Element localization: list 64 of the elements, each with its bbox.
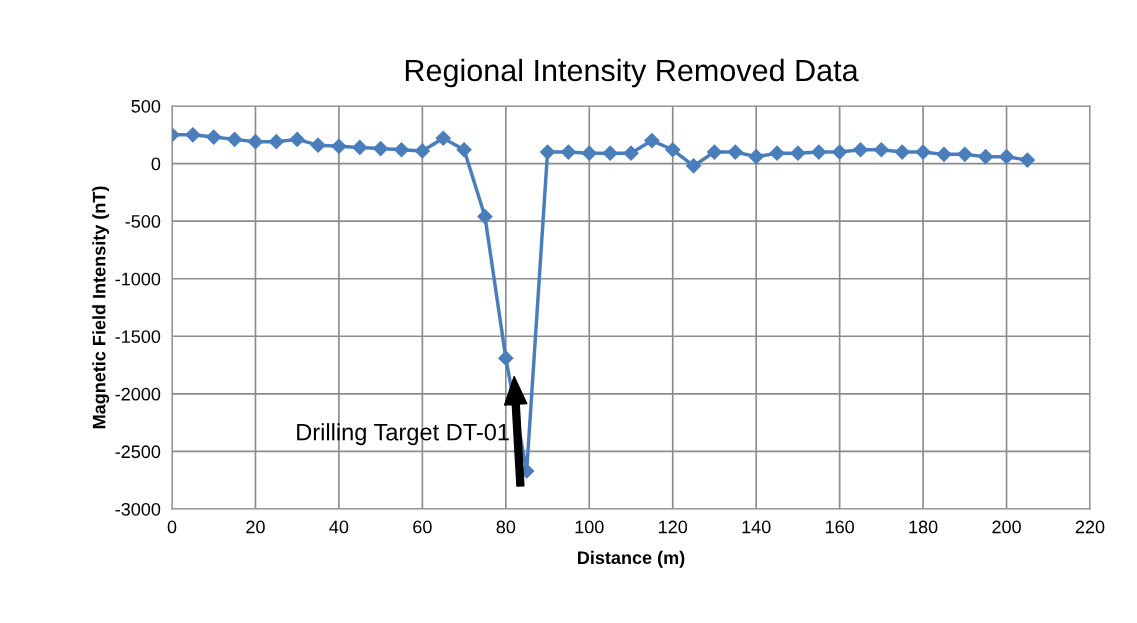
y-tick-label: -500	[125, 215, 161, 228]
point	[289, 131, 305, 147]
point	[727, 144, 743, 160]
point	[185, 127, 201, 143]
x-tick-label: 80	[496, 520, 516, 534]
y-tick-label: -3000	[115, 502, 161, 516]
point	[706, 144, 723, 160]
point	[581, 145, 597, 161]
x-tick-label: 0	[167, 520, 177, 534]
point	[560, 144, 576, 160]
point	[247, 134, 264, 150]
point	[456, 142, 472, 158]
point	[539, 144, 556, 160]
point	[1019, 152, 1035, 168]
y-axis-title: Magnetic Field Intensity (nT)	[92, 186, 110, 429]
point	[268, 134, 284, 150]
x-tick-label: 200	[992, 520, 1021, 534]
point	[873, 142, 889, 158]
y-tick-label: 500	[131, 99, 161, 113]
point	[393, 142, 410, 158]
point	[352, 139, 368, 156]
point	[623, 145, 639, 161]
point	[978, 149, 994, 165]
point	[769, 145, 785, 161]
point	[602, 145, 618, 161]
point	[227, 131, 243, 147]
point	[435, 130, 451, 146]
x-tick-label: 20	[246, 520, 265, 534]
y-tick-label: -2000	[115, 387, 161, 401]
point	[811, 144, 827, 160]
point	[957, 146, 973, 162]
x-tick-label: 140	[742, 520, 771, 534]
point	[665, 142, 681, 158]
point	[998, 149, 1015, 165]
point	[686, 158, 702, 174]
y-tick-label: -1000	[115, 272, 161, 286]
point	[894, 144, 910, 160]
point	[852, 142, 869, 158]
point	[915, 144, 931, 160]
annotation: Drilling Target DT-01	[297, 423, 509, 446]
x-tick-label: 180	[909, 520, 938, 534]
point	[832, 144, 848, 160]
point	[310, 137, 326, 153]
x-tick-label: 220	[1075, 520, 1105, 534]
point	[748, 149, 764, 165]
point	[373, 141, 389, 157]
point	[414, 143, 430, 159]
point	[936, 146, 952, 162]
y-tick-label: -2500	[115, 445, 161, 459]
point	[644, 132, 660, 149]
point	[498, 350, 514, 366]
point	[477, 208, 493, 225]
x-axis-title: Distance (m)	[578, 550, 685, 568]
chart-title: Regional Intensity Removed Data	[405, 58, 859, 88]
x-tick-label: 160	[825, 520, 854, 534]
x-tick-label: 60	[413, 520, 432, 534]
x-tick-label: 120	[659, 520, 688, 534]
x-tick-label: 40	[329, 520, 349, 534]
y-tick-label: 0	[151, 157, 161, 171]
x-tick-label: 100	[575, 520, 604, 534]
point	[331, 138, 347, 154]
y-tick-label: -1500	[115, 330, 161, 344]
point	[790, 145, 806, 161]
point	[206, 129, 222, 145]
